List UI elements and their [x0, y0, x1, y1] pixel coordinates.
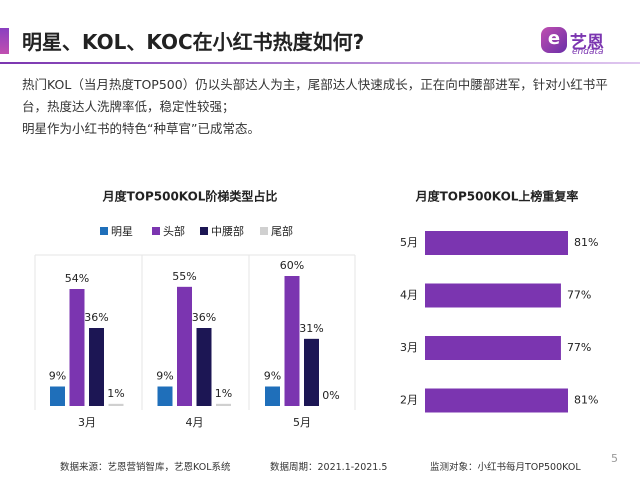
value-label: 31%: [299, 322, 323, 335]
bar: [284, 276, 300, 406]
chart-title: 月度TOP500KOL阶梯类型占比: [102, 189, 278, 204]
x-tick-label: 3月: [78, 416, 96, 429]
title-bar: [0, 28, 9, 54]
value-label: 81%: [574, 236, 598, 249]
y-tick-label: 2月: [400, 394, 418, 407]
paragraph: 明星作为小红书的特色“种草官”已成常态。: [22, 121, 260, 136]
paragraph: 热门KOL（当月热度TOP500）仍以头部达人为主，尾部达人快速成长，正在向中腰…: [22, 77, 608, 114]
bar: [265, 386, 280, 406]
legend-label: 尾部: [271, 224, 293, 238]
value-label: 9%: [156, 370, 173, 383]
bar: [157, 386, 173, 406]
value-label: 1%: [215, 387, 232, 400]
value-label: 36%: [192, 311, 216, 324]
legend-swatch: [260, 227, 268, 235]
bar: [50, 386, 65, 406]
legend-label: 中腰部: [211, 224, 244, 238]
page-number: 5: [611, 452, 618, 465]
value-label: 9%: [264, 370, 281, 383]
body-text: 热门KOL（当月热度TOP500）仍以头部达人为主，尾部达人快速成长，正在向中腰…: [22, 74, 614, 140]
y-tick-label: 4月: [400, 289, 418, 302]
legend-swatch: [100, 227, 108, 235]
footer-period: 数据周期：2021.1-2021.5: [270, 462, 388, 473]
value-label: 9%: [49, 370, 66, 383]
logo: 艺恩: [570, 33, 604, 53]
bar: [196, 328, 212, 406]
y-tick-label: 5月: [400, 236, 418, 249]
legend-swatch: [152, 227, 160, 235]
x-tick-label: 5月: [293, 416, 311, 429]
value-label: 55%: [172, 270, 196, 283]
legend-label: 明星: [111, 225, 133, 238]
bar: [425, 336, 561, 360]
value-label: 36%: [84, 311, 108, 324]
chart-title: 月度TOP500KOL上榜重复率: [415, 189, 579, 204]
bar: [69, 289, 85, 406]
legend-swatch: [200, 227, 208, 235]
legend-label: 头部: [163, 224, 185, 238]
value-label: 77%: [567, 341, 591, 354]
value-label: 0%: [322, 389, 339, 402]
value-label: 1%: [107, 387, 124, 400]
footer-source: 数据来源：艺恩营销智库，艺恩KOL系统: [60, 462, 231, 473]
value-label: 81%: [574, 394, 598, 407]
bar: [304, 338, 319, 406]
bar: [425, 283, 561, 308]
logo-sub: endata: [572, 47, 604, 57]
slide-title: 明星、KOL、KOC在小红书热度如何?: [22, 30, 365, 54]
y-tick-label: 3月: [400, 341, 418, 354]
divider: [0, 62, 640, 64]
bar: [425, 388, 568, 413]
bar: [177, 286, 192, 406]
bar: [216, 403, 231, 406]
bar: [89, 328, 104, 406]
footer-object: 监测对象：小红书每月TOP500KOL: [430, 462, 581, 473]
value-label: 60%: [280, 259, 304, 272]
value-label: 77%: [567, 289, 591, 302]
x-tick-label: 4月: [186, 416, 204, 429]
value-label: 54%: [65, 272, 89, 285]
logo-icon: e: [541, 27, 567, 53]
panel: [34, 254, 356, 410]
bar: [108, 403, 124, 406]
bar: [425, 231, 568, 255]
